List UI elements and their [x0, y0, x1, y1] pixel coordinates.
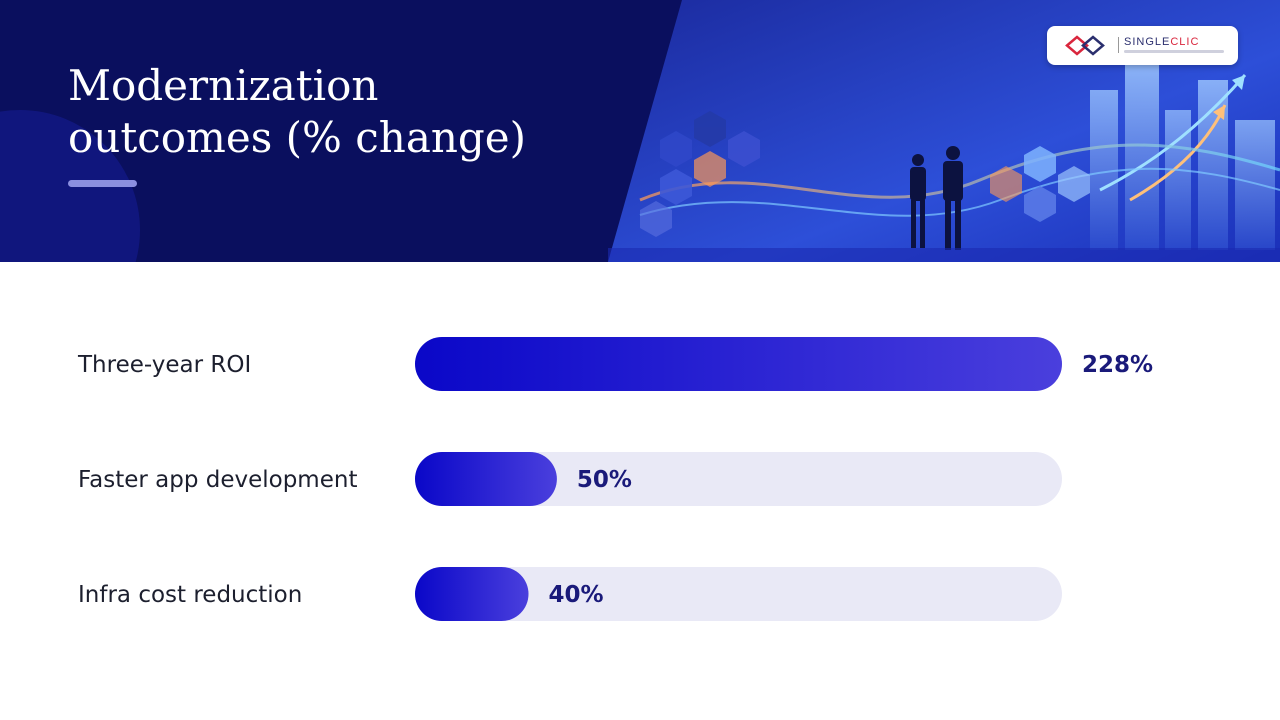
bar-track [415, 452, 1062, 506]
outcomes-bar-chart: Three-year ROI 228% Faster app development… [0, 262, 1280, 720]
slide-title: Modernization outcomes (% change) [68, 60, 588, 164]
bar [415, 337, 1062, 391]
logo-word-single: SINGLE [1124, 36, 1171, 48]
logo-wordmark: SINGLECLIC [1124, 36, 1199, 48]
title-underline [68, 180, 137, 187]
category-label: Infra cost reduction [78, 582, 302, 608]
value-label: 228% [1082, 352, 1153, 378]
logo-divider [1118, 37, 1119, 53]
bar [415, 452, 557, 506]
slide-title-line2: outcomes (% change) [68, 113, 527, 162]
bar [415, 567, 529, 621]
bar-track [415, 567, 1062, 621]
logo-diamond-icon [1065, 35, 1105, 56]
header-banner: Modernization outcomes (% change) SINGLE… [0, 0, 1280, 262]
company-logo: SINGLECLIC [1047, 26, 1238, 65]
logo-tagline [1124, 50, 1224, 53]
slide-title-line1: Modernization [68, 61, 379, 110]
category-label: Faster app development [78, 467, 357, 493]
value-label: 50% [577, 467, 632, 493]
bar-chart-svg: Three-year ROI 228% Faster app development… [77, 337, 1153, 621]
value-label: 40% [549, 582, 604, 608]
logo-word-clic: CLIC [1170, 36, 1200, 48]
category-label: Three-year ROI [77, 352, 251, 378]
